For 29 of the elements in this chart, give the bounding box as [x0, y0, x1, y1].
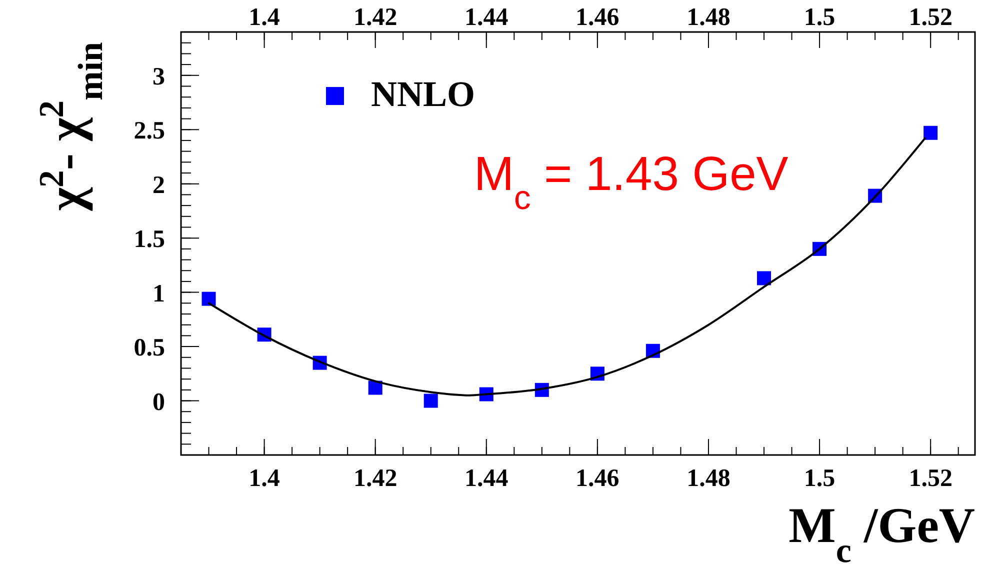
x2-tick-label: 1.5: [804, 465, 836, 492]
x-tick-label: 1.42: [353, 4, 398, 31]
x-tick-label: 1.44: [464, 4, 509, 31]
point: [202, 292, 216, 306]
x2-tick-label: 1.48: [686, 465, 730, 492]
y-tick-label: 1: [152, 280, 165, 308]
x2-tick-label: 1.44: [464, 465, 509, 492]
y-tick-label: 0: [152, 388, 165, 416]
x-tick-label: 1.5: [804, 4, 836, 31]
x2-tick-label: 1.46: [576, 465, 620, 492]
point: [424, 394, 438, 408]
y-tick-label: 1.5: [134, 226, 165, 254]
legend-label: NNLO: [371, 74, 476, 114]
x2-tick-label: 1.52: [908, 465, 952, 492]
x-tick-label: 1.46: [576, 4, 620, 31]
x2-tick-label: 1.42: [353, 465, 398, 492]
x-tick-label: 1.48: [686, 4, 730, 31]
y-tick-label: 0.5: [134, 334, 165, 362]
annotation: M$_{c}$ = 1.43 GeV: [474, 148, 788, 216]
y-tick-label: 2.5: [134, 118, 165, 145]
y-tick-label: 2: [152, 172, 165, 199]
x-tick-label: 1.52: [908, 4, 952, 31]
x-axis-title: M$_{c}$ /GeV: [788, 497, 975, 566]
y-tick-label: 3: [152, 63, 165, 90]
point: [924, 126, 938, 140]
point: [757, 271, 772, 286]
point: [368, 380, 382, 395]
x-tick-label: 1.4: [248, 4, 280, 31]
x2-tick-label: 1.4: [248, 465, 280, 492]
